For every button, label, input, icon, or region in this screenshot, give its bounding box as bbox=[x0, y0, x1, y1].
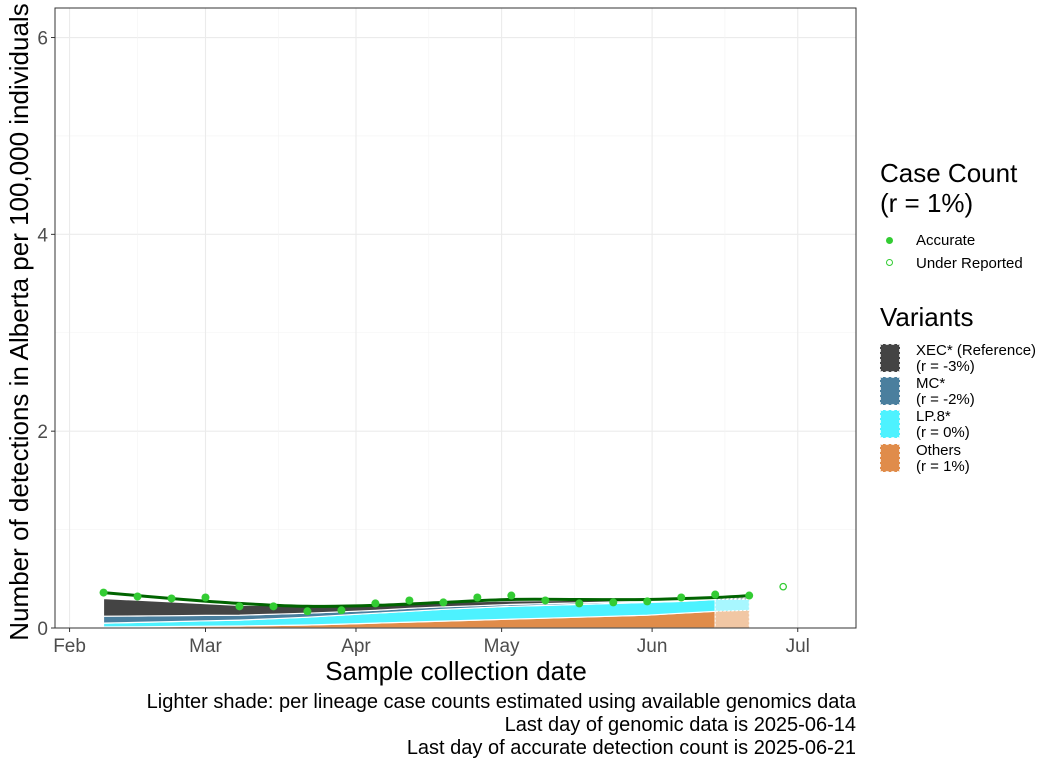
point-accurate-14 bbox=[575, 599, 584, 608]
point-accurate-13 bbox=[541, 596, 550, 605]
y-tick-label-1: 2 bbox=[37, 422, 48, 443]
legend-case-count-title-line2: (r = 1%) bbox=[880, 188, 974, 218]
point-accurate-5 bbox=[269, 602, 278, 611]
point-accurate-2 bbox=[167, 594, 176, 603]
legend-accurate-label: Accurate bbox=[916, 232, 976, 249]
point-accurate-9 bbox=[405, 596, 414, 605]
legend-case-count-title: Case Count (r = 1%) bbox=[880, 158, 1017, 218]
x-tick-label-4: Jun bbox=[637, 636, 668, 657]
point-accurate-12 bbox=[507, 591, 516, 600]
legend-under-reported-label: Under Reported bbox=[916, 255, 1023, 272]
point-accurate-16 bbox=[643, 597, 652, 606]
caption-lighter-shade: Lighter shade: per lineage case counts e… bbox=[146, 691, 856, 713]
point-accurate-0 bbox=[99, 588, 108, 597]
legend-accurate-marker bbox=[886, 237, 893, 244]
x-tick-label-2: Apr bbox=[341, 636, 371, 657]
point-accurate-1 bbox=[133, 592, 142, 601]
x-axis-title: Sample collection date bbox=[325, 656, 587, 686]
legend-swatch-lp8 bbox=[880, 410, 900, 438]
area-estimated-lp-8 bbox=[714, 599, 750, 612]
point-accurate-19 bbox=[745, 591, 754, 600]
y-tick-label-3: 6 bbox=[37, 29, 48, 50]
point-accurate-7 bbox=[337, 606, 346, 615]
point-accurate-6 bbox=[303, 607, 312, 616]
legend-swatch-xec bbox=[880, 344, 900, 372]
points-group bbox=[99, 582, 788, 616]
point-accurate-3 bbox=[201, 593, 210, 602]
point-accurate-4 bbox=[235, 602, 244, 611]
grid bbox=[55, 8, 856, 629]
axes: 0 2 4 6 Feb Mar Apr May Jun Jul bbox=[37, 29, 809, 657]
legend-others-name: Others bbox=[916, 442, 962, 459]
legend-lp8-name: LP.8* bbox=[916, 408, 951, 425]
caption-last-accurate-day: Last day of accurate detection count is … bbox=[406, 737, 856, 759]
x-tick-label-1: Mar bbox=[189, 636, 222, 657]
legend-lp8-rate: (r = 0%) bbox=[916, 424, 970, 441]
legend-item-others: Others (r = 1%) bbox=[916, 443, 970, 475]
point-accurate-18 bbox=[711, 590, 720, 599]
point-accurate-15 bbox=[609, 598, 618, 607]
y-tick-label-0: 0 bbox=[37, 619, 48, 640]
point-accurate-10 bbox=[439, 598, 448, 607]
legend-case-count-title-line1: Case Count bbox=[880, 158, 1018, 188]
legend-under-reported-marker bbox=[886, 259, 893, 266]
x-tick-label-3: May bbox=[484, 636, 520, 657]
legend-swatch-others bbox=[880, 444, 900, 472]
point-accurate-17 bbox=[677, 593, 686, 602]
legend-xec-rate: (r = -3%) bbox=[916, 358, 975, 375]
plot-panel-border bbox=[54, 7, 857, 629]
point-under-reported-0 bbox=[779, 582, 788, 591]
legend-xec-name: XEC* (Reference) bbox=[916, 342, 1037, 359]
point-accurate-11 bbox=[473, 593, 482, 602]
legend-item-xec: XEC* (Reference) (r = -3%) bbox=[916, 343, 1036, 375]
caption-last-genomic-day: Last day of genomic data is 2025-06-14 bbox=[504, 714, 856, 736]
area-estimated-others bbox=[714, 609, 750, 629]
legend-variants-title: Variants bbox=[880, 302, 974, 332]
x-tick-label-5: Jul bbox=[786, 636, 810, 657]
legend-mc-name: MC* bbox=[916, 375, 946, 392]
y-axis-title: Number of detections in Alberta per 100,… bbox=[4, 3, 34, 640]
point-accurate-8 bbox=[371, 599, 380, 608]
x-tick-label-0: Feb bbox=[53, 636, 86, 657]
legend-item-mc: MC* (r = -2%) bbox=[916, 376, 975, 408]
legend-mc-rate: (r = -2%) bbox=[916, 391, 975, 408]
y-tick-label-2: 4 bbox=[37, 225, 48, 246]
legend-others-rate: (r = 1%) bbox=[916, 458, 970, 475]
legend-item-lp8: LP.8* (r = 0%) bbox=[916, 409, 970, 441]
legend-swatch-mc bbox=[880, 377, 900, 405]
